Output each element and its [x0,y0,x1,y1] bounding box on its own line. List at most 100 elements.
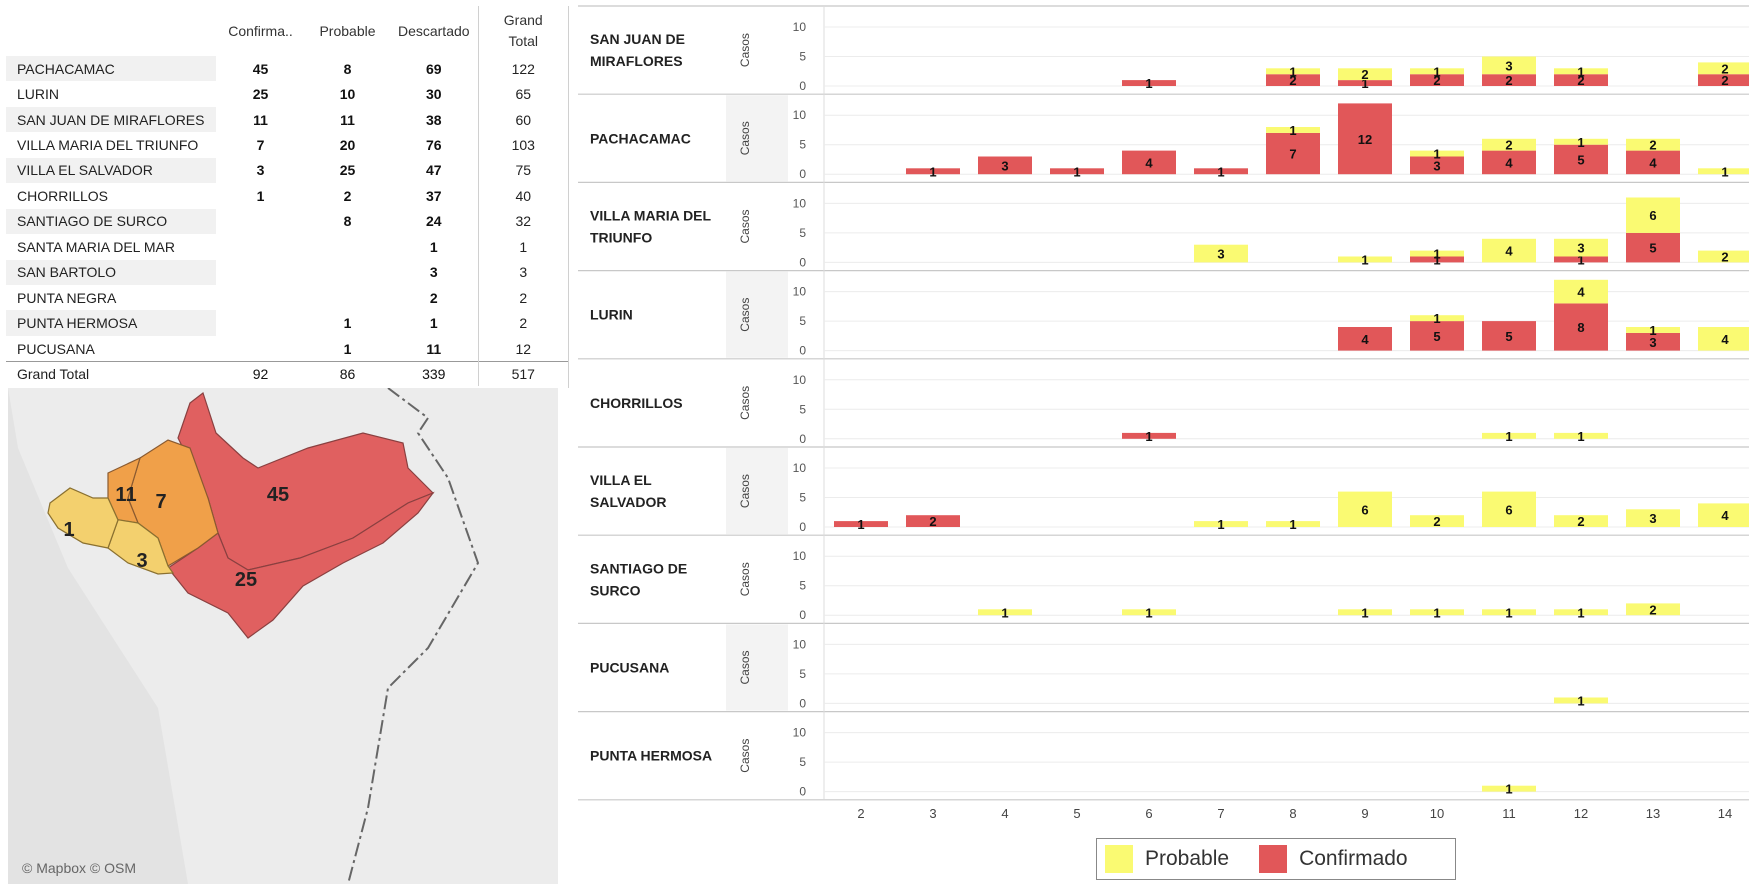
cell-confirmado: 45 [252,60,269,77]
bar-label-confirmado: 1 [857,517,864,532]
bar-label-confirmado: 3 [1433,158,1440,173]
bar-confirmado [906,515,960,527]
table-row[interactable]: PUCUSANA 1 11 12 [6,335,568,362]
table-row[interactable]: PUNTA NEGRA 2 2 [6,284,568,311]
y-tick-label: 0 [799,785,806,799]
y-tick-label: 10 [793,20,807,34]
bar-label-probable: 6 [1505,502,1512,517]
bar-probable [1410,315,1464,322]
x-tick-label: 3 [929,806,936,821]
table-row[interactable]: SANTA MARIA DEL MAR 1 1 [6,234,568,260]
y-tick-label: 0 [799,696,806,710]
district-name: PUNTA HERMOSA [6,310,216,336]
legend-item-probable[interactable]: Probable [1105,845,1229,873]
table-row[interactable]: SANTIAGO DE SURCO 8 24 32 [6,208,568,235]
cell-grand-total: 12 [477,335,568,362]
cell-probable [305,234,390,259]
cell-descartado: 11 [426,340,442,357]
bar-label-confirmado: 4 [1361,332,1369,347]
map-attribution[interactable]: © Mapbox © OSM [22,860,136,876]
bar-label-probable: 1 [1577,605,1584,620]
table-row[interactable]: VILLA EL SALVADOR 3 25 47 75 [6,157,568,184]
bar-probable [1338,609,1392,616]
bar-confirmado [1410,74,1464,86]
legend-label-probable: Probable [1145,847,1230,870]
bar-confirmado [1482,150,1536,175]
y-axis-label: Casos [738,562,752,596]
bar-label-probable: 1 [1145,605,1152,620]
bar-probable [1338,256,1392,263]
cell-confirmado [216,234,305,259]
bar-probable [1626,197,1680,233]
table-row[interactable]: CHORRILLOS 1 2 37 40 [6,183,568,209]
table-row[interactable]: PACHACAMAC 45 8 69 122 [6,56,568,82]
bar-label-confirmado: 1 [1145,429,1152,444]
bar-label-confirmado: 3 [1001,158,1008,173]
table-row[interactable]: PUNTA HERMOSA 1 1 2 [6,310,568,336]
header-grand-total[interactable]: Grand Total [477,6,568,56]
bar-probable [1338,491,1392,527]
x-tick-label: 5 [1073,806,1080,821]
y-tick-label: 5 [799,138,806,152]
bar-label-probable: 1 [1433,64,1440,79]
header-confirmado[interactable]: Confirma.. [228,22,293,39]
bar-label-confirmado: 3 [1649,335,1656,350]
y-tick-label: 5 [799,579,806,593]
casos-header-bg [726,271,788,358]
bar-probable [1626,327,1680,333]
bar-label-probable: 2 [1721,250,1728,265]
header-probable[interactable]: Probable [319,22,376,39]
cell-confirmado: 1 [256,187,265,204]
bar-label-probable: 1 [1577,135,1584,150]
panel-title: PUNTA HERMOSA [590,748,712,764]
district-name: SAN JUAN DE MIRAFLORES [6,106,216,133]
header-descartado[interactable]: Descartado [397,22,470,39]
y-tick-label: 0 [799,167,806,181]
district-name: SANTA MARIA DEL MAR [17,238,175,255]
table-row[interactable]: SAN JUAN DE MIRAFLORES 11 11 38 60 [6,106,568,133]
table-body: PACHACAMAC 45 8 69 122 LURIN 25 10 30 65 SAN JUAN … [6,56,568,362]
cell-descartado: 38 [425,111,442,128]
y-axis-label: Casos [738,739,752,773]
legend-item-confirmado[interactable]: Confirmado [1259,845,1408,873]
bar-probable [1698,168,1749,175]
bar-probable [1194,521,1248,527]
bar-label-probable: 2 [1721,61,1728,76]
cell-probable: 1 [343,315,352,332]
cell-probable: 2 [343,187,352,204]
bar-confirmado [1194,168,1248,175]
table-row[interactable]: LURIN 25 10 30 65 [6,81,568,107]
grand-total-row: Grand Total 92 86 339 517 [6,361,568,387]
casos-header-bg [726,95,788,182]
bar-probable [1698,327,1749,351]
panel-title: PACHACAMAC [590,130,691,146]
table-row[interactable]: SAN BARTOLO 3 3 [6,259,568,285]
bar-label-probable: 1 [1649,323,1656,338]
x-tick-label: 7 [1217,806,1224,821]
legend-swatch-probable [1105,845,1133,873]
bar-label-probable: 6 [1361,502,1368,517]
table-row[interactable]: VILLA MARIA DEL TRIUNFO 7 20 76 103 [6,132,568,158]
cell-grand-total: 65 [477,81,568,107]
y-tick-label: 0 [799,79,806,93]
cell-probable: 11 [340,111,355,128]
bar-label-probable: 1 [1361,605,1368,620]
bar-label-probable: 1 [1505,782,1512,797]
bar-label-confirmado: 4 [1505,155,1513,170]
panel-title: MIRAFLORES [590,53,683,69]
cell-confirmado [216,260,305,285]
bar-probable [1482,56,1536,75]
cell-confirmado [216,209,305,234]
bar-probable [1626,603,1680,616]
bar-label-probable: 1 [1217,517,1224,532]
panel-title: SALVADOR [590,494,666,510]
district-chorrillos[interactable] [47,487,119,549]
header-grand-total-text: Grand Total [503,12,543,49]
table-header-row: Confirma.. Probable Descartado Grand Tot… [6,6,568,56]
map-label-lurin: 25 [235,569,257,591]
cell-descartado: 30 [425,86,442,103]
choropleth-map[interactable]: 45 25 11 7 3 1 © Mapbox © OSM [8,388,558,884]
bar-probable [1482,138,1536,151]
x-tick-label: 8 [1289,806,1296,821]
